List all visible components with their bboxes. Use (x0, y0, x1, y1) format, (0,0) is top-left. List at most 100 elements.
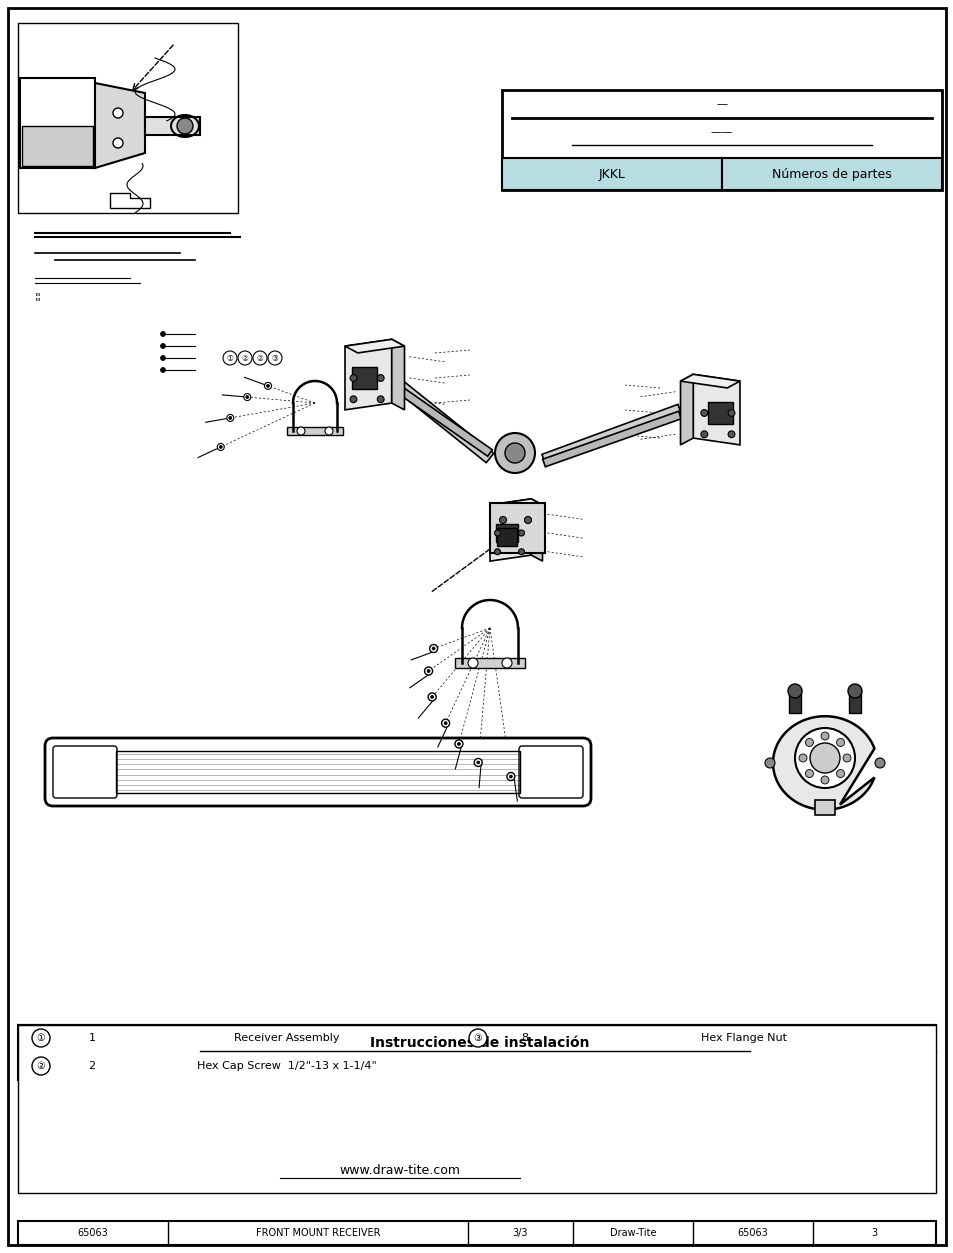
Circle shape (253, 351, 267, 365)
Bar (145, 117, 200, 135)
Circle shape (441, 719, 449, 727)
Polygon shape (345, 340, 404, 353)
Bar (501, 158, 721, 190)
Text: ③: ③ (473, 1032, 482, 1042)
Circle shape (494, 549, 500, 555)
Circle shape (244, 393, 251, 401)
Text: 3/3: 3/3 (512, 1228, 528, 1238)
Bar (18, 1025, 935, 1193)
Circle shape (32, 1058, 50, 1075)
Circle shape (223, 351, 236, 365)
Bar (814, 799, 834, 814)
Text: Draw-Tite: Draw-Tite (609, 1228, 656, 1238)
Circle shape (456, 743, 460, 746)
Circle shape (804, 769, 813, 778)
Circle shape (821, 776, 828, 784)
Circle shape (112, 108, 123, 118)
Circle shape (799, 754, 806, 762)
Bar (18, 23, 237, 213)
Text: Hex Flange Nut: Hex Flange Nut (700, 1032, 786, 1042)
Polygon shape (387, 380, 492, 456)
Text: ③: ③ (272, 353, 278, 362)
Polygon shape (490, 499, 531, 561)
Bar (496, 524, 518, 543)
Bar (116, 751, 519, 793)
Polygon shape (693, 375, 740, 445)
Bar (22, 127, 92, 165)
Text: ": " (35, 292, 41, 304)
Circle shape (809, 743, 840, 773)
Circle shape (476, 761, 479, 764)
Circle shape (160, 367, 165, 372)
Circle shape (246, 396, 249, 398)
Polygon shape (531, 499, 542, 561)
Text: Números de partes: Números de partes (771, 168, 891, 180)
FancyBboxPatch shape (45, 738, 590, 806)
Circle shape (836, 769, 843, 778)
Circle shape (847, 684, 862, 698)
Polygon shape (679, 375, 693, 445)
Text: ②: ② (241, 353, 248, 362)
Circle shape (504, 444, 524, 464)
Circle shape (842, 754, 850, 762)
Circle shape (177, 118, 193, 134)
Polygon shape (110, 193, 150, 208)
Circle shape (219, 446, 222, 449)
Bar (788, 690, 801, 713)
Circle shape (424, 667, 432, 675)
Circle shape (518, 549, 524, 555)
Bar (707, 402, 733, 424)
Text: ": " (35, 297, 41, 309)
Circle shape (237, 351, 252, 365)
Circle shape (266, 385, 270, 387)
Circle shape (325, 427, 333, 435)
Bar (497, 528, 517, 546)
Text: 8: 8 (521, 1032, 528, 1042)
Circle shape (700, 410, 707, 416)
Text: Hex Cap Screw  1/2"-13 x 1-1/4": Hex Cap Screw 1/2"-13 x 1-1/4" (197, 1061, 376, 1071)
Text: FRONT MOUNT RECEIVER: FRONT MOUNT RECEIVER (255, 1228, 380, 1238)
Circle shape (727, 410, 734, 416)
Text: 65063: 65063 (77, 1228, 109, 1238)
Circle shape (518, 530, 524, 536)
Bar (490, 502, 544, 553)
Circle shape (429, 644, 437, 653)
Circle shape (524, 516, 531, 524)
Bar (721, 158, 941, 190)
Circle shape (836, 738, 843, 747)
Circle shape (499, 516, 506, 524)
Circle shape (506, 773, 515, 781)
Circle shape (804, 738, 813, 747)
Text: 1: 1 (89, 1032, 95, 1042)
Circle shape (700, 431, 707, 437)
Circle shape (494, 530, 500, 536)
Circle shape (112, 138, 123, 148)
Text: 3: 3 (870, 1228, 877, 1238)
Circle shape (427, 669, 430, 673)
Circle shape (874, 758, 884, 768)
Bar (352, 367, 376, 388)
Circle shape (296, 427, 305, 435)
Text: Instrucciones de instalación: Instrucciones de instalación (370, 1036, 589, 1050)
Polygon shape (679, 375, 740, 388)
Bar (18, 1025, 935, 1080)
Circle shape (432, 647, 435, 650)
Circle shape (501, 658, 512, 668)
Polygon shape (541, 405, 681, 466)
Circle shape (509, 776, 512, 778)
Circle shape (32, 1029, 50, 1048)
Polygon shape (95, 83, 145, 168)
Polygon shape (345, 340, 392, 410)
Circle shape (469, 1029, 486, 1048)
Circle shape (794, 728, 854, 788)
Circle shape (727, 431, 734, 437)
Circle shape (217, 444, 224, 450)
Circle shape (787, 684, 801, 698)
Circle shape (764, 758, 774, 768)
Text: 65063: 65063 (737, 1228, 767, 1238)
Bar (848, 690, 861, 713)
Text: ②: ② (256, 353, 263, 362)
Polygon shape (772, 717, 874, 809)
Circle shape (264, 382, 272, 390)
Text: —: — (716, 99, 727, 109)
